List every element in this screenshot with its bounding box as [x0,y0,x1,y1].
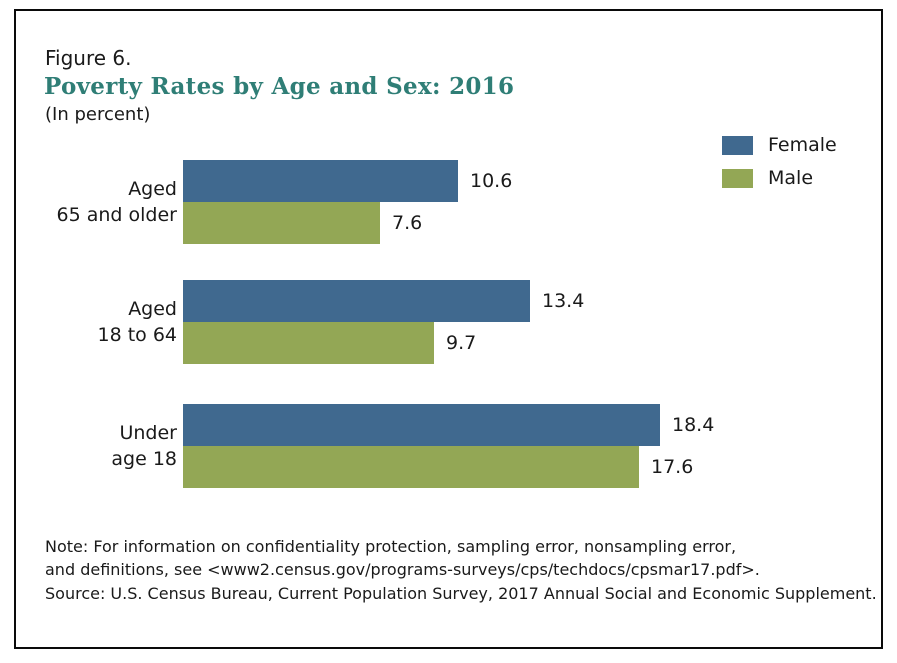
figure-border [14,9,883,649]
category-label-0: Aged 65 and older [56,178,177,226]
chart-subtitle: (In percent) [45,104,151,125]
bar-female-2 [183,404,660,446]
category-label-1: Aged 18 to 64 [97,298,177,346]
value-label-male-1: 9.7 [446,332,477,354]
value-label-male-2: 17.6 [651,456,694,478]
bar-female-0 [183,160,458,202]
value-label-male-0: 7.6 [392,212,423,234]
legend: Female Male [722,134,837,189]
bar-male-2 [183,446,639,488]
legend-swatch-male [722,168,753,188]
value-label-female-2: 18.4 [672,414,715,436]
legend-item-male: Male [722,167,837,189]
bar-male-1 [183,322,434,364]
legend-item-female: Female [722,134,837,156]
legend-label-male: Male [768,167,814,189]
legend-swatch-female [722,135,753,155]
value-label-female-1: 13.4 [542,290,585,312]
chart-title: Poverty Rates by Age and Sex: 2016 [44,73,515,100]
bar-female-1 [183,280,530,322]
figure-number: Figure 6. [45,46,132,70]
source-text: Source: U.S. Census Bureau, Current Popu… [45,584,877,603]
legend-label-female: Female [768,134,837,156]
note-text: Note: For information on confidentiality… [45,537,760,579]
category-label-2: Under age 18 [111,422,177,470]
bar-male-0 [183,202,380,244]
value-label-female-0: 10.6 [470,170,513,192]
